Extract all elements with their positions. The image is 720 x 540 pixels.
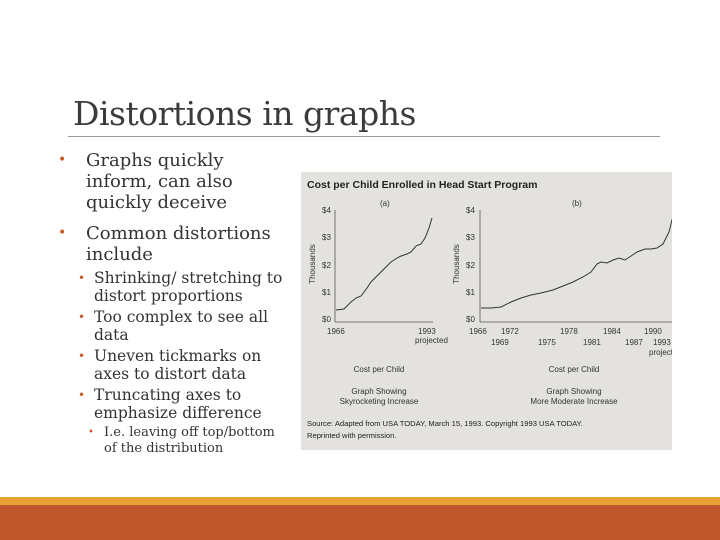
panel-a-ytick: $4 — [322, 206, 331, 215]
title-divider — [68, 136, 660, 137]
panel-b-xlabel: Cost per Child — [549, 365, 600, 374]
bullet-dot-icon: • — [58, 152, 67, 168]
panel-b-ytick: $3 — [466, 233, 475, 242]
sub-bullet-item: • Uneven tickmarks on axes to distort da… — [58, 347, 288, 383]
sub-sub-bullet-text: I.e. leaving off top/bottom of the distr… — [104, 425, 275, 456]
head-start-figure: Cost per Child Enrolled in Head Start Pr… — [301, 172, 682, 450]
panel-a-yaxis-label: Thousands — [308, 244, 317, 284]
figure-svg: Cost per Child Enrolled in Head Start Pr… — [307, 179, 682, 440]
panel-a-xtick: 1966 — [327, 327, 345, 336]
panel-b-yaxis-label: Thousands — [452, 244, 461, 284]
panel-b-xtick: 1972 — [501, 327, 519, 336]
figure-source: Reprinted with permission. — [307, 431, 396, 440]
footer-bar — [0, 505, 720, 540]
panel-b-xtick: 1993 — [653, 338, 671, 347]
panel-b-ytick: $1 — [466, 288, 475, 297]
bullet-text: Graphs quickly inform, can also quickly … — [86, 150, 233, 213]
sub-bullet-item: • Too complex to see all data — [58, 308, 288, 344]
panel-b-ytick: $4 — [466, 206, 475, 215]
bullet-text: Common distortions include — [86, 223, 271, 265]
sub-sub-bullet-item: • I.e. leaving off top/bottom of the dis… — [58, 425, 288, 456]
bullet-item: • Graphs quickly inform, can also quickl… — [58, 150, 288, 213]
panel-b-ytick: $0 — [466, 315, 475, 324]
panel-b-xtick: 1990 — [644, 327, 662, 336]
panel-a-caption: Graph Showing — [351, 387, 406, 396]
panel-b-caption: More Moderate Increase — [530, 397, 618, 406]
bullet-dot-icon: • — [78, 388, 86, 402]
panel-b-ytick: $2 — [466, 261, 475, 270]
sub-bullet-text: Uneven tickmarks on axes to distort data — [94, 347, 262, 383]
figure-heading: Cost per Child Enrolled in Head Start Pr… — [307, 179, 537, 191]
bullet-list: • Graphs quickly inform, can also quickl… — [58, 150, 288, 456]
panel-a-label: (a) — [380, 199, 390, 208]
panel-a-line — [335, 217, 433, 311]
panel-b-xtick: 1984 — [603, 327, 621, 336]
sub-bullet-text: Too complex to see all data — [94, 308, 269, 344]
panel-b-caption: Graph Showing — [546, 387, 601, 396]
sub-bullet-item: • Shrinking/ stretching to distort propo… — [58, 269, 288, 305]
panel-a-xtick: 1993 — [418, 327, 436, 336]
bullet-dot-icon: • — [78, 310, 86, 324]
panel-b-xtick: 1981 — [583, 338, 601, 347]
panel-b-xnote: projected — [649, 348, 672, 357]
panel-b-xtick: 1969 — [491, 338, 509, 347]
panel-a-ytick: $3 — [322, 233, 331, 242]
panel-a-ytick: $1 — [322, 288, 331, 297]
panel-a-xnote: projected — [415, 336, 448, 345]
sub-bullet-text: Truncating axes to emphasize difference — [94, 386, 262, 422]
panel-a-ytick: $2 — [322, 261, 331, 270]
slide-title: Distortions in graphs — [73, 94, 416, 133]
bullet-dot-icon: • — [58, 225, 67, 241]
bullet-item: • Common distortions include — [58, 223, 288, 265]
panel-a-ytick: $0 — [322, 315, 331, 324]
footer-accent-stripe — [0, 497, 720, 505]
panel-b-xtick: 1987 — [625, 338, 643, 347]
panel-b-line — [481, 215, 674, 309]
panel-a-caption: Skyrocketing Increase — [340, 397, 419, 406]
panel-b-xtick: 1975 — [538, 338, 556, 347]
panel-b-xtick: 1978 — [560, 327, 578, 336]
bullet-dot-icon: • — [78, 271, 86, 285]
sub-bullet-text: Shrinking/ stretching to distort proport… — [94, 269, 283, 305]
bullet-dot-icon: • — [88, 427, 94, 438]
bullet-dot-icon: • — [78, 349, 86, 363]
figure-source: Source: Adapted from USA TODAY, March 15… — [307, 419, 583, 428]
sub-bullet-item: • Truncating axes to emphasize differenc… — [58, 386, 288, 422]
panel-b-xtick: 1966 — [469, 327, 487, 336]
panel-a-xlabel: Cost per Child — [354, 365, 405, 374]
panel-b-label: (b) — [572, 199, 582, 208]
